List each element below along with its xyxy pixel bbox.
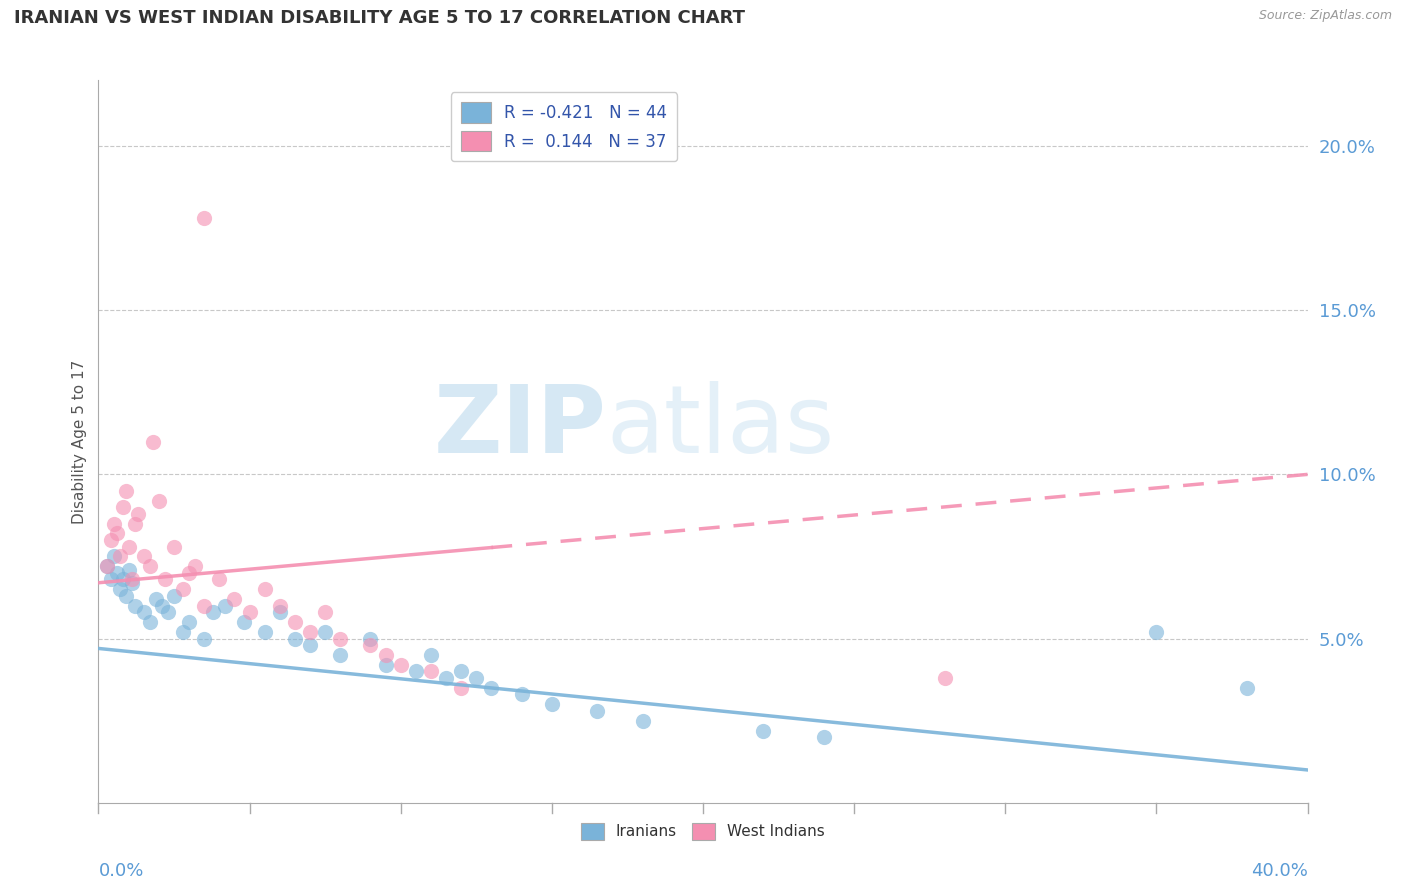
Point [465,671,488,685]
Point [132,605,155,619]
Point [121,573,143,587]
Point [108,549,131,564]
Point [139,559,162,574]
Point [586,704,609,718]
Point [163,589,186,603]
Point [232,615,254,630]
Point [284,632,307,646]
Point [510,687,533,701]
Point [752,723,775,738]
Point [118,563,141,577]
Point [813,730,835,744]
Point [202,605,225,619]
Point [299,638,322,652]
Point [631,714,654,728]
Point [121,575,143,590]
Point [329,632,352,646]
Point [111,500,134,515]
Point [269,605,291,619]
Point [172,625,194,640]
Point [184,559,207,574]
Point [1236,681,1258,695]
Point [114,589,136,603]
Point [420,648,443,662]
Point [389,657,412,672]
Point [1144,625,1167,640]
Point [103,516,125,531]
Point [153,573,176,587]
Point [108,582,131,597]
Point [214,599,236,613]
Point [269,599,291,613]
Point [374,648,396,662]
Point [193,632,215,646]
Point [299,625,322,640]
Point [148,493,170,508]
Point [329,648,352,662]
Point [253,582,276,597]
Point [420,665,443,679]
Point [124,599,146,613]
Point [450,665,472,679]
Text: 0.0%: 0.0% [98,862,143,880]
Point [434,671,457,685]
Point [239,605,262,619]
Point [179,615,201,630]
Point [100,573,122,587]
Text: IRANIAN VS WEST INDIAN DISABILITY AGE 5 TO 17 CORRELATION CHART: IRANIAN VS WEST INDIAN DISABILITY AGE 5 … [14,9,745,27]
Point [156,605,179,619]
Point [96,559,118,574]
Point [139,615,162,630]
Legend: Iranians, West Indians: Iranians, West Indians [575,817,831,846]
Point [145,592,167,607]
Point [314,605,336,619]
Point [934,671,956,685]
Text: Source: ZipAtlas.com: Source: ZipAtlas.com [1258,9,1392,22]
Point [172,582,194,597]
Point [179,566,201,580]
Point [374,657,396,672]
Point [118,540,141,554]
Point [132,549,155,564]
Point [105,526,128,541]
Text: 40.0%: 40.0% [1251,862,1308,880]
Point [100,533,122,547]
Point [253,625,276,640]
Point [360,638,382,652]
Y-axis label: Disability Age 5 to 17: Disability Age 5 to 17 [72,359,87,524]
Text: atlas: atlas [606,381,835,473]
Text: ZIP: ZIP [433,381,606,473]
Point [111,573,134,587]
Point [142,434,165,449]
Point [224,592,246,607]
Point [103,549,125,564]
Point [360,632,382,646]
Point [193,211,215,226]
Point [193,599,215,613]
Point [208,573,231,587]
Point [405,665,427,679]
Point [105,566,128,580]
Point [163,540,186,554]
Point [114,483,136,498]
Point [124,516,146,531]
Point [450,681,472,695]
Point [150,599,173,613]
Point [127,507,149,521]
Point [481,681,503,695]
Point [540,698,562,712]
Point [314,625,336,640]
Point [96,559,118,574]
Point [284,615,307,630]
